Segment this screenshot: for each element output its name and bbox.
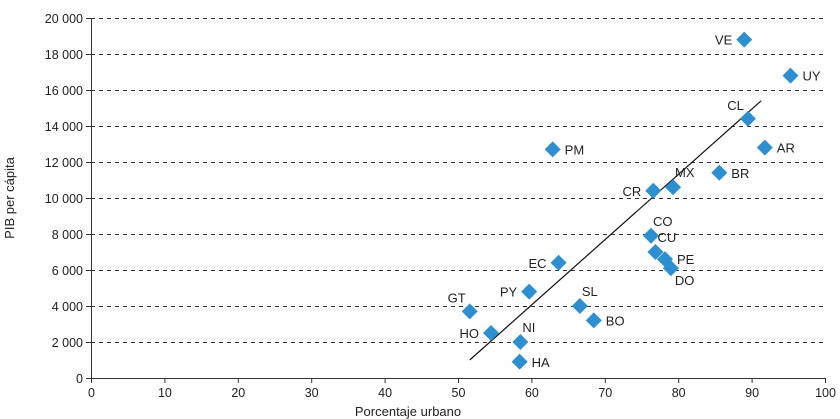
point-ni: [512, 334, 529, 350]
point-gt: [461, 303, 478, 320]
y-tick-label: 18 000: [45, 48, 83, 62]
point-label-uy: UY: [803, 69, 821, 84]
point-ho: [483, 325, 500, 341]
point-label-bo: BO: [606, 313, 625, 328]
y-tick-label: 4 000: [52, 300, 83, 314]
y-tick-label: 16 000: [45, 84, 83, 98]
y-tick-label: 10 000: [45, 192, 83, 206]
point-label-ar: AR: [777, 141, 795, 156]
x-axis-title: Porcentaje urbano: [355, 404, 461, 419]
x-tick-label: 10: [158, 386, 172, 400]
point-label-py: PY: [500, 285, 518, 300]
y-tick-label: 12 000: [45, 156, 83, 170]
point-br: [711, 164, 728, 181]
point-label-ve: VE: [715, 33, 733, 48]
x-tick-label: 90: [745, 386, 759, 400]
point-ha: [511, 353, 528, 370]
point-mx: [665, 179, 682, 196]
point-label-sl: SL: [582, 284, 598, 299]
x-tick-label: 40: [378, 386, 392, 400]
point-sl: [571, 298, 588, 314]
gridlines: [91, 18, 825, 343]
point-do: [662, 260, 679, 277]
y-tick-label: 20 000: [45, 12, 83, 26]
point-label-ho: HO: [460, 326, 480, 341]
y-axis-title: PIB per cápita: [2, 156, 17, 238]
point-ar: [756, 139, 773, 156]
trend-line: [469, 100, 762, 361]
y-tick-label: 8 000: [52, 228, 83, 242]
point-cl: [739, 110, 756, 127]
y-tick-label: 14 000: [45, 120, 83, 134]
point-label-do: DO: [675, 273, 695, 288]
point-py: [521, 283, 538, 300]
x-tick-label: 0: [88, 386, 95, 400]
x-tick-label: 50: [452, 386, 466, 400]
point-label-ha: HA: [532, 355, 550, 370]
point-label-ec: EC: [528, 256, 546, 271]
point-label-cu: CU: [657, 230, 676, 245]
point-label-gt: GT: [448, 290, 466, 305]
point-label-pe: PE: [677, 252, 695, 267]
point-label-co: CO: [653, 214, 673, 229]
point-cr: [645, 182, 662, 199]
x-tick-label: 20: [231, 386, 245, 400]
x-tick-label: 70: [598, 386, 612, 400]
y-tick-label: 0: [76, 372, 83, 386]
point-bo: [585, 312, 602, 329]
point-label-mx: MX: [675, 165, 695, 180]
point-ec: [550, 254, 567, 271]
point-label-pm: PM: [565, 142, 585, 157]
trendline-group: [469, 100, 762, 361]
x-tick-label: 60: [525, 386, 539, 400]
y-tick-label: 6 000: [52, 264, 83, 278]
x-tick-label: 30: [305, 386, 319, 400]
point-label-cr: CR: [622, 184, 641, 199]
point-label-br: BR: [731, 166, 749, 181]
point-ve: [736, 31, 753, 48]
point-uy: [782, 67, 799, 84]
x-tick-label: 80: [672, 386, 686, 400]
point-label-cl: CL: [727, 98, 744, 113]
axes: 0 2 000 4 000 6 000 8 000 10 000 12 000 14 000 1…: [45, 12, 836, 400]
x-tick-label: 100: [815, 386, 836, 400]
point-pm: [544, 141, 561, 158]
data-points: [461, 31, 799, 370]
point-co: [643, 227, 660, 244]
y-tick-label: 2 000: [52, 336, 83, 350]
point-cu: [647, 244, 664, 260]
point-label-ni: NI: [522, 320, 535, 335]
